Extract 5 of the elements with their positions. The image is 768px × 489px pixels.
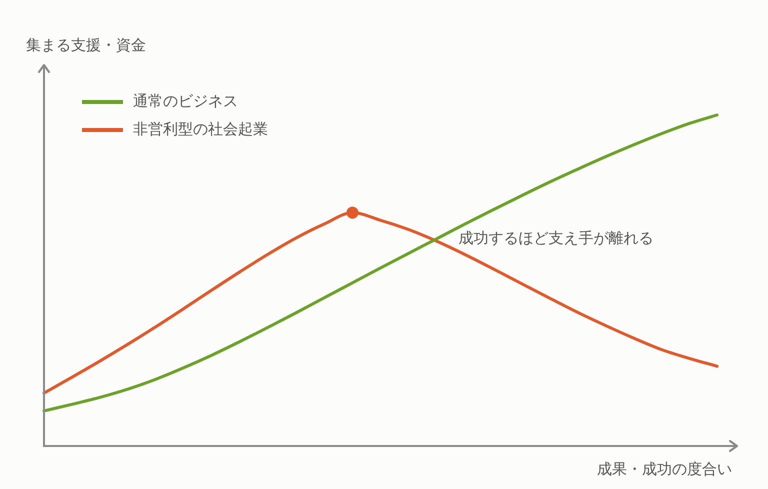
legend-label: 非営利型の社会起業 [133, 120, 268, 138]
y-axis-title: 集まる支援・資金 [26, 36, 146, 54]
x-axis-title: 成果・成功の度合い [597, 460, 732, 478]
legend-label: 通常のビジネス [133, 92, 238, 110]
annotation: 成功するほど支え手が離れる [458, 228, 654, 247]
